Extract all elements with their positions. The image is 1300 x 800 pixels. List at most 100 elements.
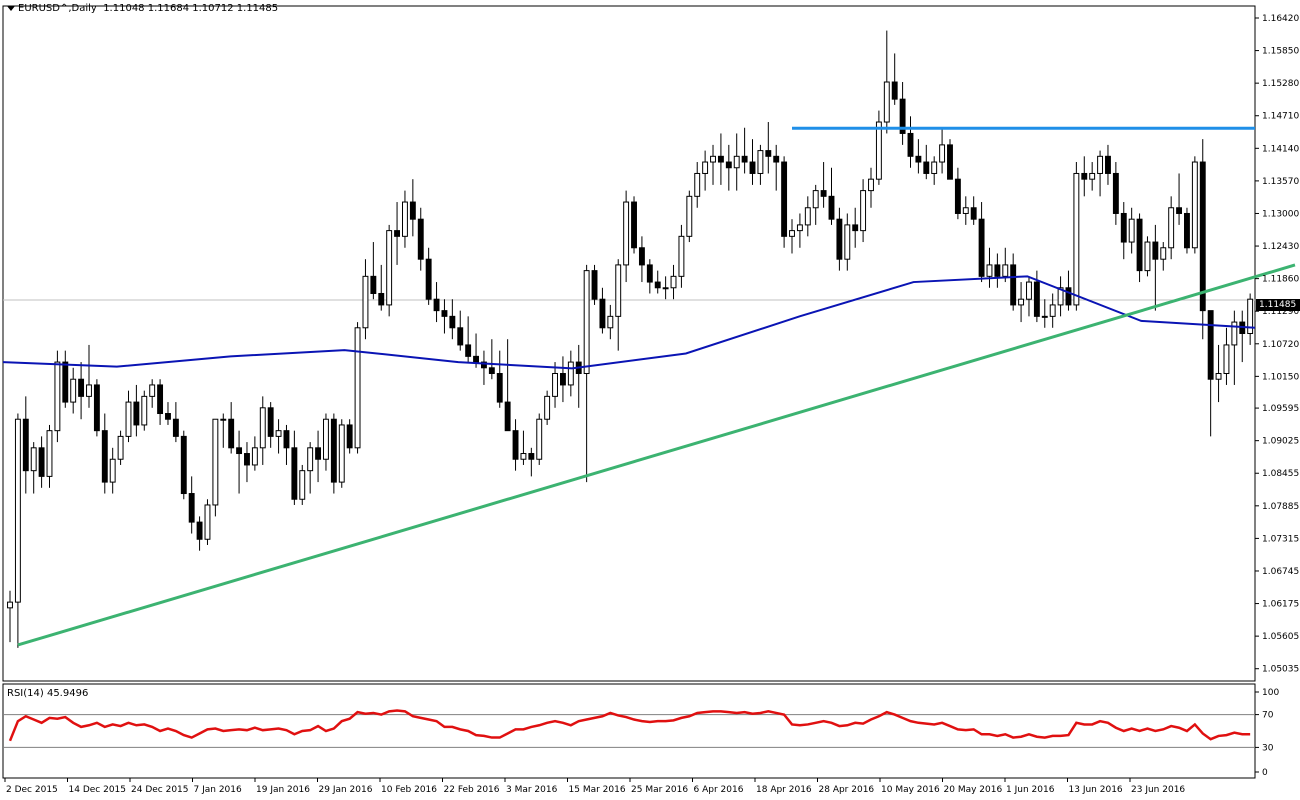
candle-body xyxy=(994,264,1001,277)
candle-body xyxy=(686,195,693,237)
candle-body xyxy=(441,310,448,317)
x-tick-label: 24 Dec 2015 xyxy=(131,785,189,795)
chart-title[interactable]: EURUSD^,Daily 1.11048 1.11684 1.10712 1.… xyxy=(7,3,278,14)
candle-body xyxy=(654,281,661,289)
y-tick-label: 1.08455 xyxy=(1262,469,1299,479)
candle-body xyxy=(725,161,732,169)
candle-body xyxy=(544,395,551,420)
candle-body xyxy=(970,207,977,220)
x-tick-label: 18 Apr 2016 xyxy=(756,785,812,795)
candle-body xyxy=(86,384,92,397)
trend-line xyxy=(17,263,1296,647)
y-tick-label: 1.09595 xyxy=(1262,404,1299,414)
candle-body xyxy=(93,384,100,432)
candle-body xyxy=(694,172,701,197)
x-tick-label: 15 Mar 2016 xyxy=(569,785,626,795)
candle-body xyxy=(662,287,669,290)
rsi-tick-label: 70 xyxy=(1262,711,1274,721)
y-tick-label: 1.07315 xyxy=(1262,534,1299,544)
candle-body xyxy=(1026,281,1032,300)
y-tick-label: 1.13570 xyxy=(1262,177,1299,187)
candle-body xyxy=(828,195,835,220)
x-tick-label: 20 May 2016 xyxy=(944,785,1003,795)
candle-body xyxy=(449,315,456,329)
candle-body xyxy=(978,218,985,277)
candle-body xyxy=(1136,218,1143,272)
candle-body xyxy=(78,378,85,397)
candle-body xyxy=(623,201,630,266)
y-tick-label: 1.06175 xyxy=(1262,600,1299,610)
moving-average-line xyxy=(2,275,1256,370)
candle-body xyxy=(109,458,116,483)
candle-body xyxy=(875,121,882,180)
x-tick-label: 7 Jan 2016 xyxy=(194,785,242,795)
y-tick-label: 1.09025 xyxy=(1262,437,1299,447)
candle-body xyxy=(749,161,756,174)
candle-body xyxy=(259,407,266,449)
candle-body xyxy=(812,190,819,209)
candle-body xyxy=(1247,298,1254,334)
candle-body xyxy=(1033,281,1040,317)
candle-body xyxy=(188,493,195,523)
candle-body xyxy=(22,418,29,472)
candle-body xyxy=(678,235,685,277)
candle-body xyxy=(117,435,124,460)
candle-body xyxy=(789,230,795,237)
candle-body xyxy=(473,355,479,363)
candle-body xyxy=(702,161,709,174)
candle-body xyxy=(820,190,827,197)
y-tick-label: 1.07885 xyxy=(1262,502,1299,512)
rsi-tick-label: 30 xyxy=(1262,743,1274,753)
candle-body xyxy=(1073,172,1080,306)
candle-body xyxy=(212,418,219,506)
candle-body xyxy=(1081,172,1088,180)
candle-body xyxy=(338,424,345,483)
candle-body xyxy=(781,161,788,237)
candle-body xyxy=(315,447,322,460)
candle-body xyxy=(1105,155,1111,174)
candle-body xyxy=(883,81,890,123)
candle-body xyxy=(765,150,772,157)
candle-body xyxy=(939,144,946,163)
candle-body xyxy=(196,521,203,540)
candle-body xyxy=(710,155,716,163)
candle-body xyxy=(362,275,369,329)
triangle-down-icon[interactable] xyxy=(7,5,15,11)
rsi-tick-label: 0 xyxy=(1262,768,1268,778)
y-tick-label: 1.14140 xyxy=(1262,144,1299,154)
x-tick-label: 10 Feb 2016 xyxy=(381,785,437,795)
candle-body xyxy=(465,344,472,357)
candle-body xyxy=(962,207,969,214)
candle-body xyxy=(836,218,843,260)
rsi-title: RSI(14) 45.9496 xyxy=(7,688,89,699)
candle-body xyxy=(954,178,961,214)
candle-body xyxy=(1215,373,1222,380)
candle-body xyxy=(915,155,922,163)
candle-body xyxy=(354,327,361,449)
x-tick-label: 13 Jun 2016 xyxy=(1069,785,1123,795)
candle-body xyxy=(646,264,653,283)
candle-body xyxy=(1002,264,1009,277)
candle-body xyxy=(607,315,614,329)
rsi-line xyxy=(8,709,1251,742)
candle-body xyxy=(38,447,45,477)
candle-body xyxy=(204,504,211,540)
candle-body xyxy=(1010,264,1017,306)
ohlc-label: 1.11048 1.11684 1.10712 1.11485 xyxy=(103,3,279,14)
candle-body xyxy=(1144,241,1151,272)
candle-body xyxy=(307,447,314,472)
candle-body xyxy=(1018,298,1025,306)
candle-body xyxy=(638,247,645,266)
candle-body xyxy=(1049,304,1056,317)
candle-body xyxy=(1097,155,1104,174)
candle-body xyxy=(868,178,874,192)
candle-body xyxy=(1112,172,1119,214)
candle-body xyxy=(457,327,464,346)
current-price-tag: 1.11485 xyxy=(1256,299,1300,311)
candle-body xyxy=(70,378,77,403)
candle-body xyxy=(1041,315,1048,318)
candle-body xyxy=(1128,218,1135,243)
candle-body xyxy=(583,270,590,375)
candle-body xyxy=(165,413,171,420)
candle-body xyxy=(409,201,416,220)
